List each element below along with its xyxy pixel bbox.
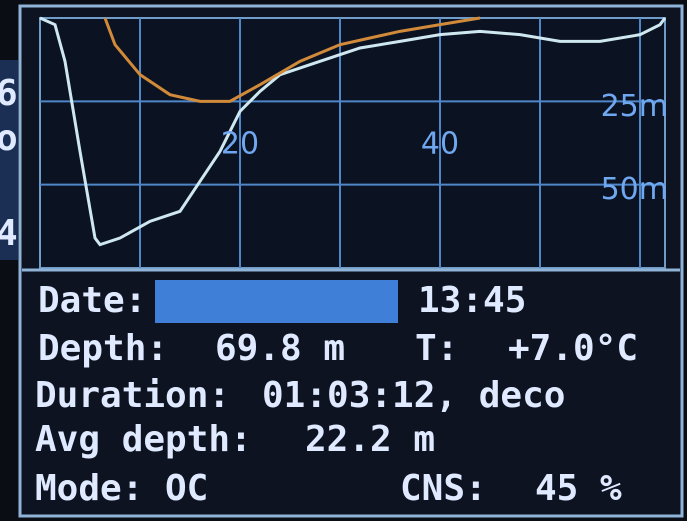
x-tick-label: 40: [421, 127, 459, 162]
duration: 01:03:12, deco: [262, 375, 565, 416]
temperature: +7.0°C: [508, 328, 638, 369]
y-tick-label: 50m: [601, 172, 668, 207]
redacted-date: [155, 280, 398, 323]
cns-label: CNS:: [400, 468, 487, 509]
max-depth: 69.8 m: [215, 328, 345, 369]
avg-label: Avg depth:: [35, 419, 252, 460]
fragment: o: [0, 118, 18, 159]
device-screen: 6 o 4 20 40 25m 50m Date: 13:45 Depth: 69.8…: [0, 0, 687, 521]
cns-unit: %: [600, 468, 622, 509]
temp-label: T:: [415, 328, 458, 369]
avg-depth: 22.2 m: [305, 419, 435, 460]
depth-label: Depth:: [38, 328, 168, 369]
fragment: 4: [0, 213, 18, 254]
cns: 45: [535, 468, 578, 509]
y-tick-label: 25m: [601, 89, 668, 124]
time: 13:45: [418, 280, 526, 321]
duration-label: Duration:: [35, 375, 230, 416]
mode-label: Mode:: [35, 468, 143, 509]
date-label: Date:: [38, 280, 146, 321]
x-tick-label: 20: [221, 127, 259, 162]
fragment: 6: [0, 73, 18, 114]
mode: OC: [165, 468, 208, 509]
